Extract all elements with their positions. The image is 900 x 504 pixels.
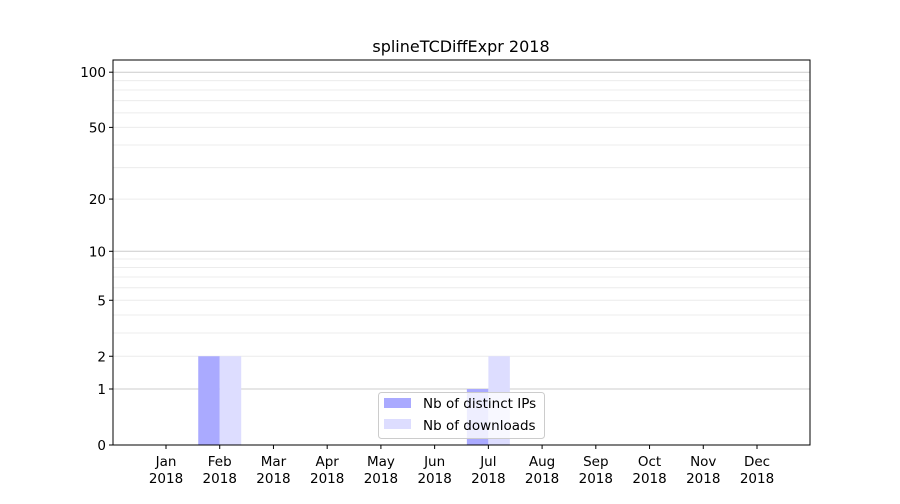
y-tick-label: 10 (89, 244, 106, 260)
x-tick-label: Dec (744, 454, 770, 470)
x-tick-label: Nov (690, 454, 716, 470)
x-axis: Jan2018Feb2018Mar2018Apr2018May2018Jun20… (149, 445, 774, 487)
chart-title: splineTCDiffExpr 2018 (372, 37, 549, 56)
legend-label-ips: Nb of distinct IPs (423, 396, 536, 412)
y-tick-label: 20 (89, 192, 106, 208)
y-axis: 0 1 2 5 10 20 50 100 (80, 65, 113, 454)
y-tick-label: 5 (97, 293, 106, 309)
x-tick-label: 2018 (686, 471, 720, 487)
legend-swatch-downloads (384, 419, 411, 429)
x-tick-label: 2018 (364, 471, 398, 487)
x-tick-label: 2018 (310, 471, 344, 487)
x-tick-label: Sep (583, 454, 608, 470)
x-tick-label: 2018 (579, 471, 613, 487)
x-tick-label: 2018 (256, 471, 290, 487)
x-tick-label: May (367, 454, 395, 470)
x-tick-label: Oct (638, 454, 661, 470)
x-tick-label: Feb (208, 454, 232, 470)
bar-ips (198, 356, 220, 445)
x-tick-label: 2018 (149, 471, 183, 487)
x-tick-label: 2018 (740, 471, 774, 487)
x-tick-label: Jul (479, 454, 496, 470)
legend-swatch-ips (384, 398, 411, 408)
x-tick-label: Aug (529, 454, 555, 470)
x-tick-label: 2018 (203, 471, 237, 487)
bar-downloads (219, 356, 242, 445)
x-tick-label: 2018 (471, 471, 505, 487)
grid (113, 71, 810, 390)
y-tick-label: 0 (97, 438, 106, 454)
x-tick-label: Jun (423, 454, 445, 470)
x-tick-label: Jan (155, 454, 177, 470)
x-tick-label: 2018 (417, 471, 451, 487)
plot-frame (112, 59, 811, 446)
legend: Nb of distinct IPs Nb of downloads (378, 392, 545, 439)
legend-box (378, 392, 545, 439)
x-tick-label: 2018 (525, 471, 559, 487)
x-tick-label: 2018 (632, 471, 666, 487)
x-tick-label: Mar (261, 454, 287, 470)
y-tick-label: 50 (89, 120, 106, 136)
x-tick-label: Apr (316, 454, 340, 470)
y-tick-label: 1 (97, 382, 106, 398)
y-tick-label: 2 (97, 349, 106, 365)
legend-label-downloads: Nb of downloads (423, 418, 536, 434)
y-tick-label: 100 (80, 65, 106, 81)
